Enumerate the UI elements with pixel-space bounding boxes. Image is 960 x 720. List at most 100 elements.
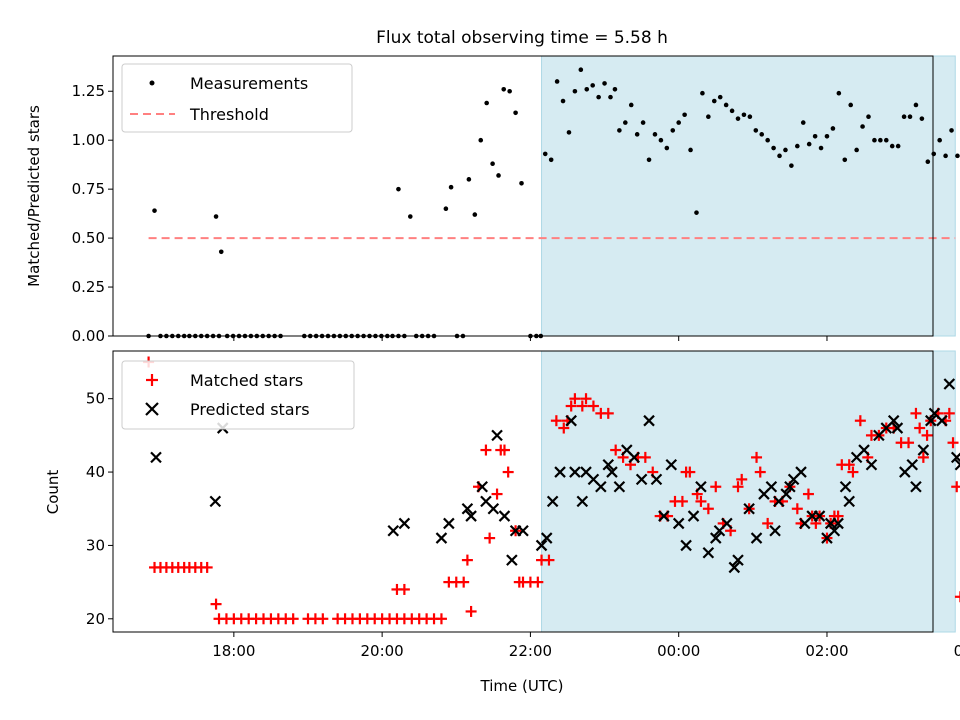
axes-frame-top (112, 55, 934, 337)
y-tick-label: 40 (86, 463, 105, 481)
matched-star-point (702, 503, 714, 515)
predicted-star-point (576, 495, 589, 508)
measurement-point (682, 112, 687, 118)
predicted-star-point (765, 480, 778, 493)
y-tick-label: 0.00 (72, 327, 105, 345)
predicted-star-point (461, 502, 474, 515)
legend-label-predicted: Predicted stars (190, 400, 310, 419)
predicted-star-point (443, 517, 455, 530)
x-tick-label: 00:00 (657, 642, 700, 660)
predicted-star-point (887, 414, 900, 427)
predicted-star-point (721, 517, 733, 530)
measurement-point (866, 114, 871, 119)
x-tick-label: 20:00 (361, 642, 404, 660)
panel-ratio: 0.00 0.25 0.50 0.75 1.00 1.25 Matched/Predict… (25, 55, 960, 345)
legend-marker-matched (146, 374, 158, 386)
x-axis-ticks-bottom: 18:00 20:00 22:00 00:00 02:00 04:00 (212, 632, 960, 660)
measurement-point (842, 157, 848, 163)
matched-star-point (910, 407, 922, 419)
matched-star-point (610, 444, 622, 456)
measurement-point (735, 116, 741, 121)
predicted-star-point (728, 561, 741, 574)
predicted-star-point (565, 414, 577, 427)
y-tick-label: 0.25 (72, 278, 105, 296)
predicted-star-point (595, 480, 607, 493)
measurement-point (747, 114, 753, 119)
legend-label-matched: Matched stars (190, 371, 303, 390)
measurement-point (694, 210, 699, 215)
predicted-star-point (924, 414, 937, 427)
predicted-star-point (554, 466, 566, 478)
matched-star-point (751, 451, 763, 463)
measurement-point (919, 116, 925, 121)
predicted-star-point (150, 451, 162, 464)
y-axis-ticks-bottom: 20 30 40 50 (86, 390, 113, 628)
predicted-star-point (628, 451, 640, 464)
x-axis-ticks-top (233, 336, 828, 341)
predicted-star-point (832, 517, 844, 530)
predicted-star-point (917, 444, 930, 456)
observing-window-bottom (541, 350, 956, 633)
predicted-star-point (709, 532, 722, 544)
measurement-point (895, 143, 901, 149)
predicted-star-point (635, 473, 648, 486)
predicted-star-point (209, 495, 222, 508)
matched-star-point (854, 415, 866, 427)
measurement-point (700, 90, 705, 96)
measurement-point (711, 98, 717, 104)
measurement-point (783, 147, 788, 153)
predicted-star-point (569, 466, 581, 478)
matched-star-point (287, 613, 299, 625)
measurement-point (443, 206, 449, 212)
measurement-point (771, 145, 776, 151)
measurement-point (590, 83, 595, 88)
measurement-point (759, 132, 765, 137)
matched-star-point (791, 503, 803, 515)
observing-window-top (541, 55, 956, 337)
measurement-point (664, 145, 670, 151)
measurement-point (949, 128, 954, 133)
predicted-star-point (398, 517, 411, 530)
measurement-point (765, 137, 770, 143)
predicted-star-point (546, 495, 559, 508)
matched-star-point (602, 407, 614, 419)
y-axis-ticks-top: 0.00 0.25 0.50 0.75 1.00 1.25 (72, 82, 113, 345)
measurement-point (602, 81, 607, 86)
measurement-point (658, 137, 664, 143)
y-tick-label: 1.00 (72, 131, 105, 149)
predicted-star-point (702, 546, 715, 559)
matched-star-point (639, 451, 651, 463)
legend-marker-predicted (145, 402, 159, 416)
matched-star-point (843, 459, 855, 471)
matched-star-point (558, 422, 570, 434)
predicted-star-point (540, 532, 553, 544)
measurement-point (466, 177, 472, 182)
predicted-star-point (602, 458, 615, 471)
matched-star-point (498, 444, 510, 456)
predicted-star-point (828, 524, 841, 537)
measurement-point (854, 147, 859, 153)
legend-box-bottom (121, 360, 355, 430)
matched-star-point (580, 393, 592, 405)
measurement-point (836, 90, 842, 96)
measurement-point (937, 137, 942, 143)
matched-star-point (736, 473, 748, 485)
legend-label-measurements: Measurements (190, 74, 308, 93)
matched-star-point (947, 437, 959, 449)
measurement-point (617, 128, 622, 133)
measurement-point (800, 120, 806, 125)
predicted-star-point (650, 473, 663, 486)
predicted-star-point (865, 458, 878, 471)
measurement-point (913, 102, 919, 108)
legend-top: Measurements Threshold (121, 63, 353, 133)
measurement-point (688, 147, 693, 153)
predicted-star-point (843, 495, 855, 508)
predicted-star-point (795, 466, 807, 478)
measurement-point (572, 88, 578, 94)
predicted-star-point (498, 510, 511, 522)
matched-star-point (710, 481, 722, 493)
predicted-star-point (784, 480, 796, 493)
predicted-star-point (487, 502, 500, 515)
y-tick-label: 0.75 (72, 180, 105, 198)
